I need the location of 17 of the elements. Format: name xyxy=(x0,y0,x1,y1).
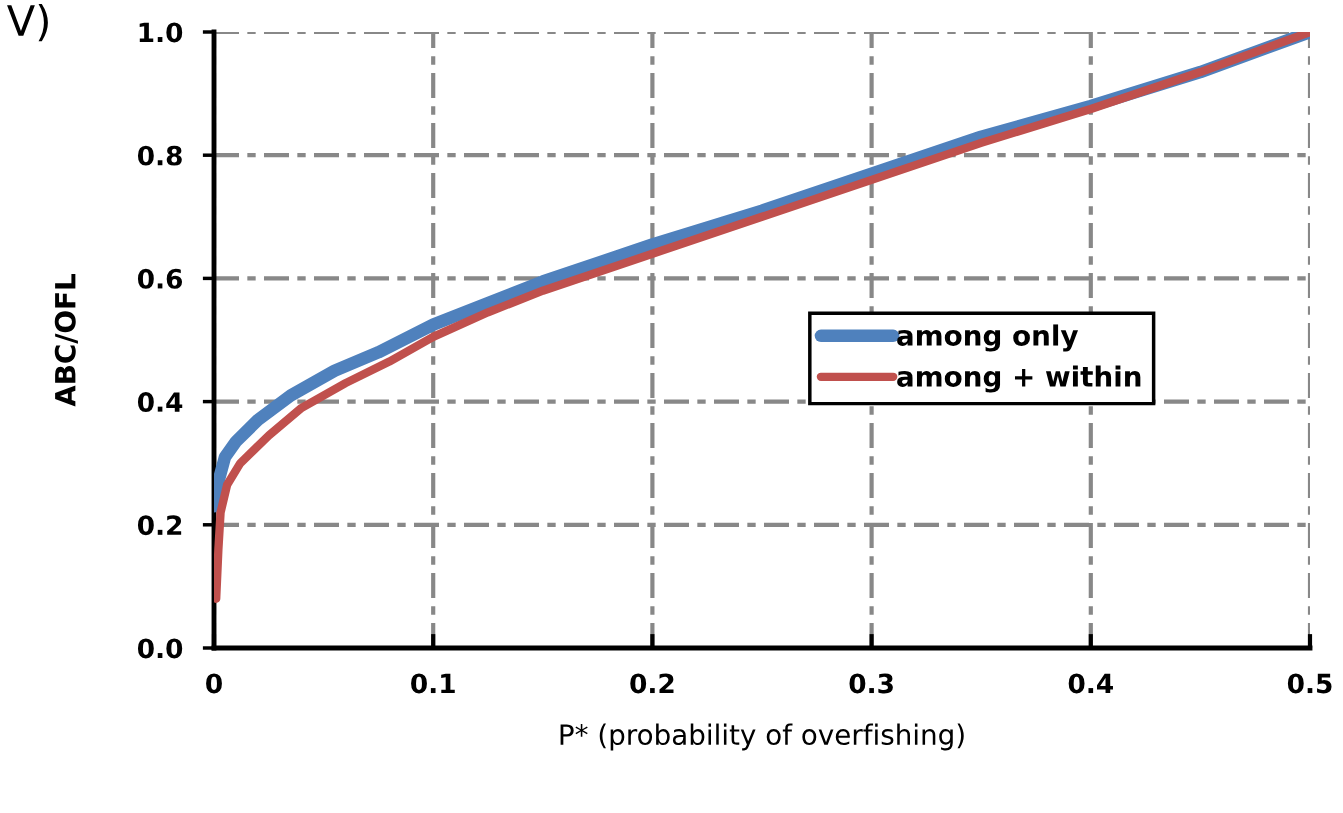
y-tick-label: 0.2 xyxy=(137,515,182,536)
x-tick-label: 0 xyxy=(206,673,222,694)
y-tick-label: 0.6 xyxy=(137,268,183,289)
x-tick-label: 0.4 xyxy=(1068,673,1113,694)
x-tick-label: 0.2 xyxy=(630,673,674,694)
y-tick-label: 0.0 xyxy=(137,638,183,659)
text: V) xyxy=(7,4,48,42)
x-axis-title: P* (probability of overfishing) xyxy=(560,723,964,751)
x-tick-label: 0.3 xyxy=(849,673,893,694)
legend-label: among + within xyxy=(897,365,1141,393)
x-tick-label: 0.5 xyxy=(1287,673,1332,694)
x-tick-label: 0.1 xyxy=(411,673,455,694)
y-axis-title: ABC/OFL xyxy=(54,274,78,407)
y-tick-label: 1.0 xyxy=(139,22,183,43)
y-tick-label: 0.4 xyxy=(137,392,183,412)
y-tick-label: 0.8 xyxy=(137,145,182,166)
legend-label: among only xyxy=(897,324,1079,352)
